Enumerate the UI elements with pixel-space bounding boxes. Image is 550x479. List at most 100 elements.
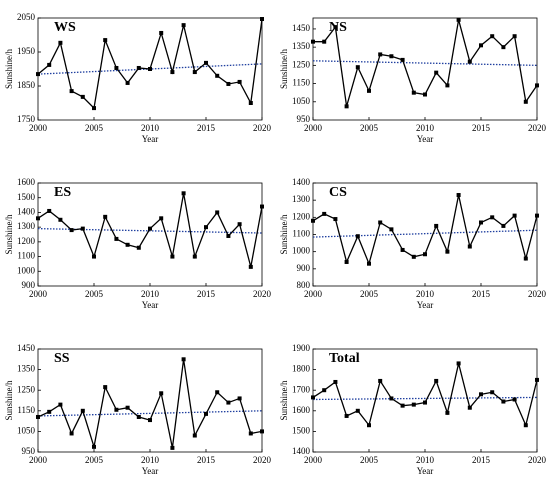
y-tick-label: 1200: [17, 236, 36, 246]
data-point: [344, 413, 349, 418]
y-tick-label: 950: [297, 114, 311, 124]
data-point: [170, 70, 175, 75]
data-point: [181, 191, 186, 196]
data-point: [36, 414, 40, 419]
x-tick-label: 2010: [416, 289, 435, 299]
data-point: [434, 378, 439, 383]
trend-line: [312, 60, 538, 67]
data-point: [400, 57, 405, 62]
data-point: [333, 379, 338, 384]
data-point: [103, 214, 108, 219]
data-point: [456, 193, 461, 198]
data-point: [226, 233, 231, 238]
panel: 1400 1500 1600 1700 1800 1900 2000 2005 2010 2015…: [279, 343, 546, 476]
x-tick-label: 2010: [416, 455, 435, 465]
x-axis-label: Year: [417, 466, 434, 476]
panel-title: CS: [329, 185, 347, 200]
y-tick-label: 1750: [17, 114, 36, 124]
data-point: [523, 423, 528, 428]
data-point: [423, 92, 427, 97]
y-axis-label: Sunshine/h: [4, 380, 14, 421]
x-tick-label: 2005: [85, 289, 104, 299]
y-axis-label: Sunshine/h: [279, 214, 289, 255]
data-point: [192, 254, 197, 259]
data-point: [260, 204, 264, 209]
data-point: [523, 256, 528, 261]
x-axis-label: Year: [417, 134, 434, 144]
data-point: [58, 217, 63, 222]
data-point: [192, 433, 197, 438]
data-point: [103, 38, 108, 43]
panel: 1750 1850 1950 2050 2000 2005 2010 2015 2020 Year…: [4, 12, 271, 144]
x-tick-label: 2015: [197, 123, 216, 133]
data-point: [69, 89, 74, 94]
data-point: [181, 357, 186, 362]
trend-line: [312, 396, 538, 401]
data-point: [355, 408, 360, 413]
y-tick-label: 1700: [292, 384, 311, 394]
y-axis-label: Sunshine/h: [4, 49, 14, 90]
data-point: [69, 228, 74, 233]
y-tick-label: 1350: [292, 41, 311, 51]
data-point: [237, 222, 242, 227]
data-point: [204, 411, 208, 416]
data-point: [226, 400, 231, 405]
data-point: [103, 385, 108, 390]
data-point: [215, 390, 220, 395]
data-point: [400, 403, 405, 408]
panel: 800 900 1000 1100 1200 1300 1400 2000 2005 2010 20…: [279, 177, 546, 310]
data-point: [367, 423, 371, 428]
y-tick-label: 1900: [292, 343, 311, 353]
data-point: [322, 211, 327, 216]
x-tick-label: 2020: [528, 123, 547, 133]
y-tick-label: 1400: [17, 206, 36, 216]
data-point: [92, 106, 96, 111]
y-tick-label: 1400: [292, 177, 311, 187]
data-point: [114, 407, 119, 412]
y-tick-label: 900: [297, 263, 311, 273]
data-point: [58, 402, 63, 407]
data-point: [535, 83, 539, 88]
x-tick-label: 2015: [472, 289, 491, 299]
data-point: [333, 217, 338, 222]
y-tick-label: 1600: [17, 177, 36, 187]
data-point: [479, 220, 483, 225]
y-tick-label: 1050: [292, 96, 311, 106]
data-point: [248, 431, 253, 436]
data-point: [411, 402, 416, 407]
data-point: [322, 388, 327, 393]
data-point: [248, 101, 253, 105]
y-tick-label: 1950: [17, 46, 36, 56]
panel: 900 1000 1100 1200 1300 1400 1500 1600 2000 2005 2…: [4, 177, 271, 310]
y-tick-label: 1250: [292, 59, 311, 69]
data-point: [36, 72, 40, 77]
panel: 950 1050 1150 1250 1350 1450 2000 2005 2010 2015 2…: [279, 17, 547, 144]
data-point: [36, 216, 40, 221]
data-point: [333, 25, 338, 30]
data-point: [80, 226, 85, 231]
data-point: [136, 65, 141, 70]
y-tick-label: 1350: [17, 364, 36, 374]
x-tick-label: 2010: [141, 123, 160, 133]
data-point: [490, 215, 495, 220]
data-point: [378, 378, 383, 383]
y-tick-label: 1100: [292, 229, 310, 239]
x-axis-label: Year: [142, 134, 159, 144]
x-tick-label: 2020: [253, 289, 272, 299]
data-point: [535, 213, 539, 218]
y-tick-label: 1850: [17, 80, 36, 90]
y-tick-label: 1800: [292, 364, 311, 374]
x-axis-label: Year: [417, 300, 434, 310]
data-point: [192, 70, 197, 75]
y-tick-label: 1200: [292, 211, 311, 221]
data-point: [467, 244, 472, 249]
data-point: [434, 70, 439, 75]
data-point: [389, 54, 394, 59]
data-point: [92, 444, 96, 449]
x-tick-label: 2020: [253, 123, 272, 133]
data-point: [434, 223, 439, 228]
y-tick-label: 1400: [292, 446, 311, 456]
data-point: [148, 418, 152, 423]
data-point: [389, 396, 394, 401]
